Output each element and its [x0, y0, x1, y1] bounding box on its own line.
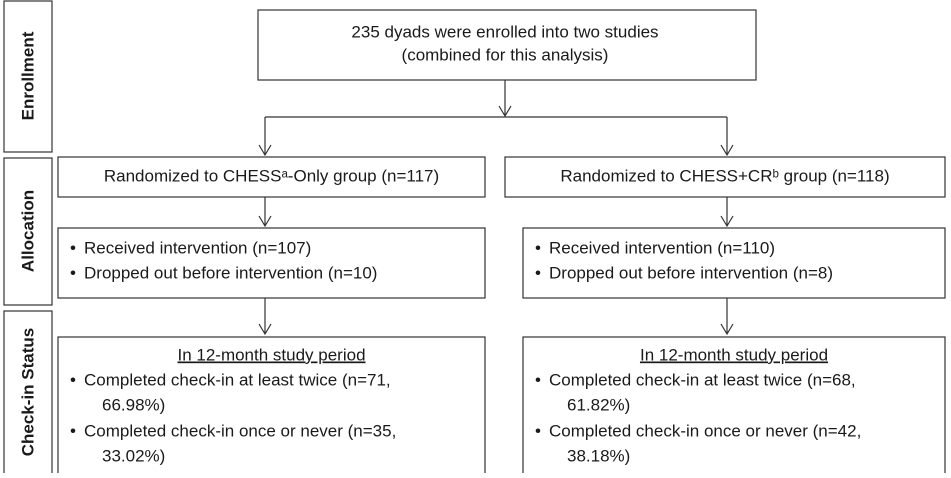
stage-label: Enrollment — [18, 31, 37, 120]
bullet: • — [70, 263, 76, 282]
checkin-text: Completed check-in once or never (n=42, — [549, 421, 861, 440]
bullet: • — [535, 238, 541, 257]
checkin-box — [522, 336, 946, 478]
enrollment-text: 235 dyads were enrolled into two studies — [351, 22, 658, 41]
bullet: • — [70, 421, 76, 440]
intervention-text: Dropped out before intervention (n=8) — [549, 263, 833, 282]
intervention-text: Dropped out before intervention (n=10) — [84, 263, 377, 282]
checkin-text: 66.98%) — [102, 395, 165, 414]
bullet: • — [535, 263, 541, 282]
checkin-text: 61.82%) — [567, 395, 630, 414]
checkin-text: Completed check-in at least twice (n=68, — [549, 370, 856, 389]
checkin-heading: In 12-month study period — [177, 345, 365, 364]
stage-label: Allocation — [18, 190, 37, 272]
connector — [258, 80, 734, 157]
checkin-text: Completed check-in once or never (n=35, — [84, 421, 396, 440]
checkin-text: Completed check-in at least twice (n=71, — [84, 370, 391, 389]
bullet: • — [535, 370, 541, 389]
checkin-text: 33.02%) — [102, 446, 165, 465]
checkin-text: 38.18%) — [567, 446, 630, 465]
intervention-text: Received intervention (n=107) — [84, 238, 311, 257]
stage-box — [3, 310, 53, 478]
stage-box — [3, 0, 53, 153]
enrollment-box — [257, 9, 757, 81]
bullet: • — [535, 421, 541, 440]
intervention-box — [57, 227, 486, 299]
intervention-box — [522, 227, 946, 299]
allocation-box — [57, 156, 486, 198]
connector — [258, 197, 734, 336]
allocation-text: Randomized to CHESS+CRᵇ group (n=118) — [560, 166, 889, 185]
bullet: • — [70, 238, 76, 257]
enrollment-text: (combined for this analysis) — [402, 45, 609, 64]
allocation-box — [504, 156, 946, 198]
checkin-heading: In 12-month study period — [640, 345, 828, 364]
stage-box — [3, 157, 53, 306]
checkin-box — [57, 336, 486, 478]
intervention-text: Received intervention (n=110) — [549, 238, 775, 257]
bullet: • — [70, 370, 76, 389]
allocation-text: Randomized to CHESSᵃ-Only group (n=117) — [104, 166, 439, 185]
stage-label: Check-in Status — [18, 328, 37, 456]
